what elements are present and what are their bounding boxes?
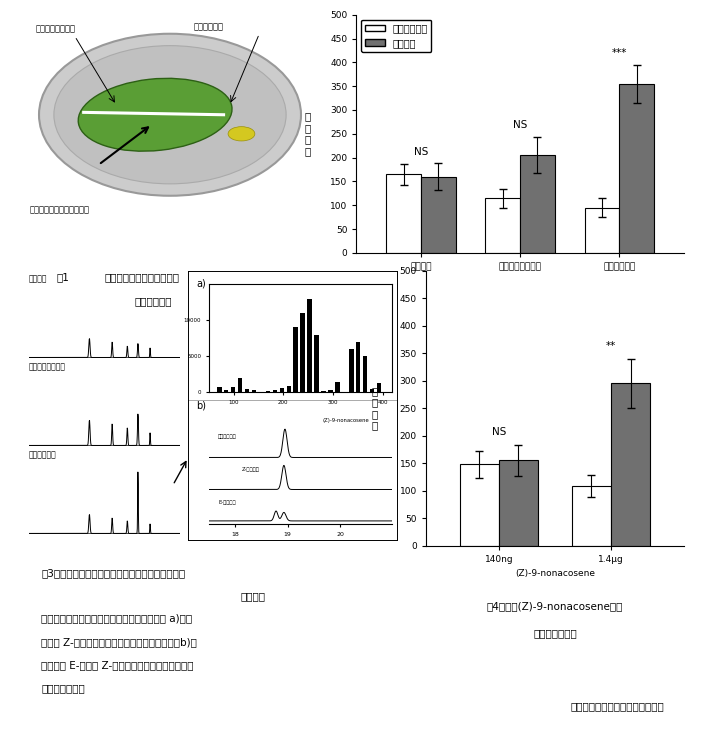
Bar	[485, 198, 520, 253]
Text: 図4　合成(Z)-9-nonacoseneに対: 図4 合成(Z)-9-nonacoseneに対	[486, 600, 623, 611]
Text: 成分と Z-体合成物で一致したマススペクトル、b)主: 成分と Z-体合成物で一致したマススペクトル、b)主	[41, 637, 197, 647]
Text: 要成分と E-および Z-体合成物との重ね合わせガス: 要成分と E-および Z-体合成物との重ね合わせガス	[41, 660, 194, 670]
Bar	[499, 460, 538, 545]
Text: 図3　成熟メス特異的成分の同定と質量分析による: 図3 成熟メス特異的成分の同定と質量分析による	[41, 568, 185, 578]
Text: コヒメハナカメムシを導入: コヒメハナカメムシを導入	[30, 206, 90, 214]
Text: NS: NS	[513, 120, 527, 131]
Ellipse shape	[39, 34, 301, 196]
Text: **: **	[606, 341, 616, 351]
Text: 図2　メスのステージによるオス滞在時間の違い: 図2 メスのステージによるオス滞在時間の違い	[451, 301, 589, 310]
Text: 構造解析: 構造解析	[240, 592, 266, 602]
Legend: コントロール, 足跡処理: コントロール, 足跡処理	[361, 20, 431, 52]
Bar	[520, 156, 555, 253]
Y-axis label: 滞
在
時
間: 滞 在 時 間	[372, 386, 377, 431]
Text: クロマトグラム: クロマトグラム	[41, 683, 85, 694]
Bar	[611, 383, 650, 545]
Text: ***: ***	[612, 48, 627, 58]
Bar	[572, 487, 611, 545]
Bar	[421, 177, 455, 253]
Y-axis label: 滞
在
時
間: 滞 在 時 間	[304, 112, 310, 156]
Text: コヒメハナカメムシの行動: コヒメハナカメムシの行動	[104, 272, 180, 282]
Text: するオスの反応: するオスの反応	[533, 628, 577, 638]
X-axis label: (Z)-9-nonacosene: (Z)-9-nonacosene	[515, 570, 595, 578]
Text: アッセイ装置: アッセイ装置	[134, 296, 172, 306]
Bar	[386, 174, 421, 253]
Bar	[620, 84, 654, 253]
Text: （前田太郎、安居拓恵、辻井直）: （前田太郎、安居拓恵、辻井直）	[570, 702, 664, 711]
Text: NS: NS	[414, 147, 428, 156]
Ellipse shape	[78, 79, 232, 151]
Bar	[584, 208, 620, 253]
Bar	[460, 465, 499, 545]
Text: コントロール葉片: コントロール葉片	[36, 24, 76, 33]
Text: 図1: 図1	[57, 272, 70, 282]
Text: 足跡成分ガスクロマトグラムの比較（左）と a)主要: 足跡成分ガスクロマトグラムの比較（左）と a)主要	[41, 614, 192, 623]
Ellipse shape	[54, 46, 286, 184]
Text: NS: NS	[491, 427, 506, 437]
Ellipse shape	[228, 127, 255, 141]
Text: 足跡処理葉片: 足跡処理葉片	[194, 22, 223, 31]
